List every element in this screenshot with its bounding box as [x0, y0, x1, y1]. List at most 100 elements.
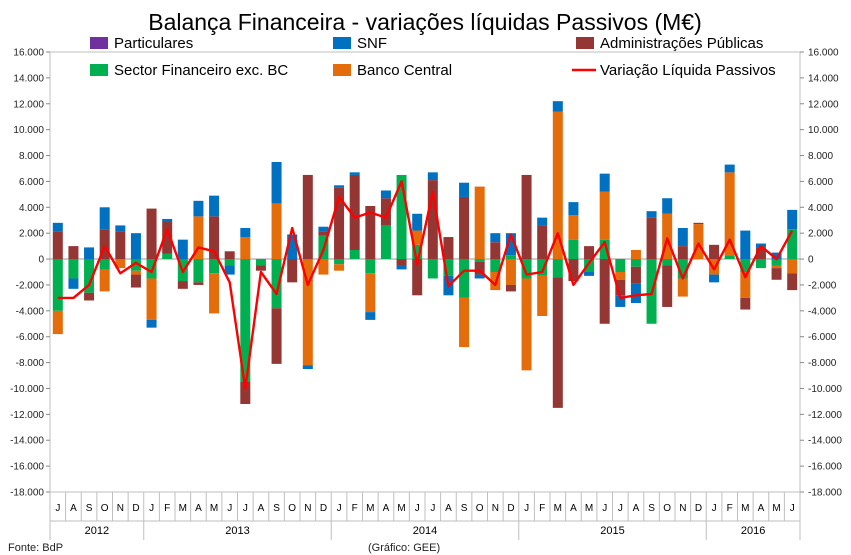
x-tick-label: A [445, 503, 452, 514]
bar-segment [599, 191, 610, 240]
bar-segment [177, 239, 188, 260]
x-tick-label: M [585, 503, 593, 514]
bar-segment [396, 174, 407, 260]
x-tick-label: F [727, 503, 733, 514]
y2-tick-label: 8.000 [808, 151, 833, 162]
bar-segment [677, 259, 688, 279]
bar-segment [584, 272, 595, 276]
x-tick-label: F [164, 503, 170, 514]
bar-segment [287, 259, 298, 283]
bar-segment [724, 255, 735, 260]
y-tick-label: -18.000 [10, 488, 44, 499]
x-tick-label: D [132, 503, 139, 514]
y-tick-label: -8.000 [16, 358, 45, 369]
bar-segment [505, 259, 516, 285]
bar-segment [505, 255, 516, 260]
bar-segment [709, 274, 720, 283]
x-tick-label: M [179, 503, 187, 514]
bar-segment [615, 259, 626, 272]
bar-segment [99, 259, 110, 270]
bar-segment [568, 259, 579, 282]
bar-segment [396, 265, 407, 270]
bar-segment [162, 221, 173, 254]
x-tick-label: N [304, 503, 311, 514]
bar-segment [349, 174, 360, 250]
bar-segment [537, 275, 548, 316]
bar-segment [615, 295, 626, 307]
year-label: 2012 [85, 525, 109, 537]
year-label: 2014 [413, 525, 437, 537]
bar-segment [599, 173, 610, 192]
x-tick-label: J [790, 503, 795, 514]
line-layer [57, 180, 794, 390]
bar-segment [490, 259, 501, 272]
x-tick-label: D [695, 503, 702, 514]
y2-tick-label: -18.000 [808, 488, 842, 499]
x-tick-label: J [430, 503, 435, 514]
bar-segment [740, 230, 751, 260]
legend-label: Particulares [114, 35, 193, 52]
y2-tick-label: 2.000 [808, 229, 833, 240]
legend-swatch [333, 64, 351, 76]
bar-segment [162, 253, 173, 260]
bar-segment [427, 259, 438, 279]
x-tick-label: F [352, 503, 358, 514]
legend-swatch [333, 37, 351, 49]
bar-segment [615, 279, 626, 296]
x-tick-label: M [210, 503, 218, 514]
bar-segment [474, 274, 485, 279]
bar-segment [349, 250, 360, 260]
chart-title: Balança Financeira - variações líquidas … [148, 9, 702, 35]
bar-segment [52, 222, 63, 232]
y-tick-label: 8.000 [19, 151, 44, 162]
year-label: 2016 [741, 525, 765, 537]
x-tick-label: J [243, 503, 248, 514]
bar-segment [662, 213, 673, 260]
bar-segment [271, 308, 282, 364]
bar-segment [724, 172, 735, 256]
y-tick-label: 2.000 [19, 229, 44, 240]
bar-segment [68, 246, 79, 260]
x-tick-label: J [712, 503, 717, 514]
bar-segment [740, 297, 751, 310]
y-tick-label: 10.000 [13, 125, 44, 136]
bar-segment [443, 259, 454, 276]
bar-segment [709, 244, 720, 260]
x-tick-label: M [366, 503, 374, 514]
bar-segment [240, 382, 251, 404]
bar-segment [427, 180, 438, 260]
bar-segment [568, 215, 579, 240]
bar-segment [474, 261, 485, 275]
bar-segment [568, 202, 579, 216]
bar-segment [771, 265, 782, 269]
bar-segment [662, 265, 673, 307]
x-tick-label: D [320, 503, 327, 514]
bar-segment [52, 310, 63, 335]
bar-layer [52, 101, 798, 408]
y2-tick-label: 14.000 [808, 73, 839, 84]
y-tick-label: -6.000 [16, 332, 45, 343]
bar-segment [318, 259, 329, 275]
bar-segment [396, 259, 407, 266]
bar-segment [630, 283, 641, 304]
bar-segment [130, 270, 141, 275]
legend-label: Banco Central [357, 62, 452, 79]
bar-segment [459, 196, 470, 260]
legend-label: Sector Financeiro exc. BC [114, 62, 288, 79]
x-tick-label: A [383, 503, 390, 514]
bar-segment [521, 259, 532, 279]
bar-segment [677, 246, 688, 260]
bar-segment [271, 203, 282, 260]
bar-segment [240, 237, 251, 260]
legend-swatch [90, 64, 108, 76]
x-tick-label: M [741, 503, 749, 514]
bar-segment [412, 244, 423, 260]
bar-segment [334, 185, 345, 188]
y2-tick-label: -8.000 [808, 358, 837, 369]
bar-segment [630, 250, 641, 260]
legend-swatch [90, 37, 108, 49]
legend: Particulares SNF Administrações Públicas Se… [90, 35, 776, 79]
bar-segment [130, 274, 141, 288]
bar-segment [599, 259, 610, 324]
